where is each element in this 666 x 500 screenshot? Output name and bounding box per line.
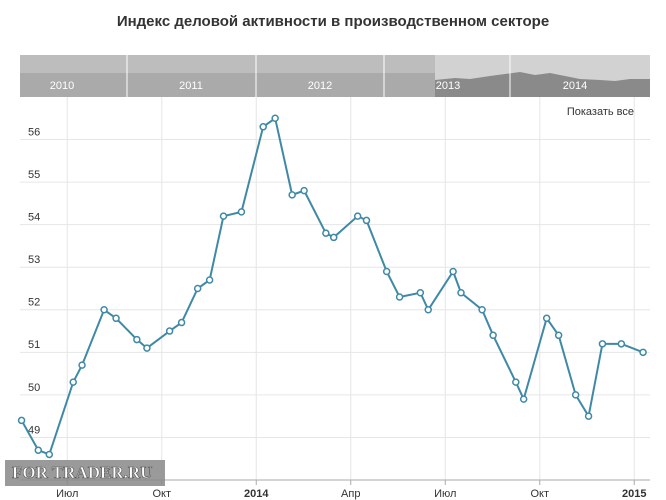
y-tick-label: 50 bbox=[28, 382, 40, 394]
point bbox=[100, 306, 108, 314]
watermark-bg bbox=[5, 460, 165, 486]
point bbox=[362, 216, 371, 225]
point bbox=[639, 348, 647, 357]
y-tick-label: 55 bbox=[28, 169, 40, 181]
point bbox=[542, 314, 551, 323]
point bbox=[617, 340, 626, 348]
point bbox=[259, 123, 267, 131]
point bbox=[133, 335, 141, 344]
point bbox=[457, 289, 465, 297]
point bbox=[322, 229, 330, 237]
chart-title: Индекс деловой активности в производстве… bbox=[117, 13, 549, 30]
point bbox=[205, 276, 214, 284]
point bbox=[519, 395, 528, 403]
point bbox=[554, 331, 563, 340]
point bbox=[512, 378, 520, 386]
point bbox=[34, 446, 43, 454]
navigator[interactable]: 2010 2011 2012 2013 2014 bbox=[20, 55, 650, 97]
x-tick-label: Июл bbox=[56, 488, 78, 500]
point bbox=[17, 416, 26, 425]
point bbox=[424, 306, 432, 314]
point bbox=[478, 306, 486, 314]
x-tick-label: Апр bbox=[341, 488, 360, 500]
line bbox=[20, 116, 644, 456]
point bbox=[177, 318, 186, 327]
x-tick-label: 2015 bbox=[622, 488, 646, 500]
point bbox=[112, 314, 120, 323]
point bbox=[353, 212, 362, 220]
point bbox=[449, 267, 457, 276]
watermark: FOR TRADER.RU bbox=[12, 463, 152, 482]
y-tick-label: 51 bbox=[28, 339, 40, 351]
x-tick-label: 2014 bbox=[244, 488, 269, 500]
navigator-label: 2011 bbox=[179, 80, 203, 92]
point bbox=[300, 186, 308, 195]
y-tick-label: 56 bbox=[28, 126, 40, 138]
point bbox=[489, 331, 497, 340]
point bbox=[571, 391, 580, 399]
point bbox=[237, 208, 246, 216]
point bbox=[78, 361, 86, 369]
point bbox=[69, 378, 77, 386]
navigator-label: 2014 bbox=[563, 80, 587, 92]
navigator-label: 2012 bbox=[308, 80, 332, 92]
x-tick-label: Окт bbox=[530, 488, 549, 500]
x-tick-label: Окт bbox=[152, 488, 171, 500]
y-tick-label: 54 bbox=[28, 212, 40, 224]
point bbox=[416, 289, 425, 297]
y-tick-label: 49 bbox=[28, 424, 40, 436]
point bbox=[329, 233, 338, 242]
point bbox=[288, 191, 296, 199]
point bbox=[271, 114, 279, 123]
y-tick-label: 52 bbox=[28, 297, 40, 309]
point bbox=[584, 412, 593, 420]
show-all-button[interactable]: Показать все bbox=[567, 106, 634, 118]
point bbox=[165, 327, 174, 335]
point bbox=[395, 293, 404, 301]
point bbox=[45, 450, 54, 459]
x-tick-label: Июл bbox=[434, 488, 456, 500]
point bbox=[382, 267, 391, 276]
point bbox=[219, 212, 228, 220]
point bbox=[143, 344, 151, 352]
point bbox=[598, 340, 607, 348]
navigator-area bbox=[435, 72, 650, 97]
point bbox=[193, 284, 202, 293]
navigator-label: 2013 bbox=[436, 80, 460, 92]
navigator-label: 2010 bbox=[50, 80, 74, 92]
plot: 484950515253545556ИюлОкт2014АпрИюлОкт201… bbox=[17, 97, 650, 500]
y-tick-label: 53 bbox=[28, 254, 40, 266]
